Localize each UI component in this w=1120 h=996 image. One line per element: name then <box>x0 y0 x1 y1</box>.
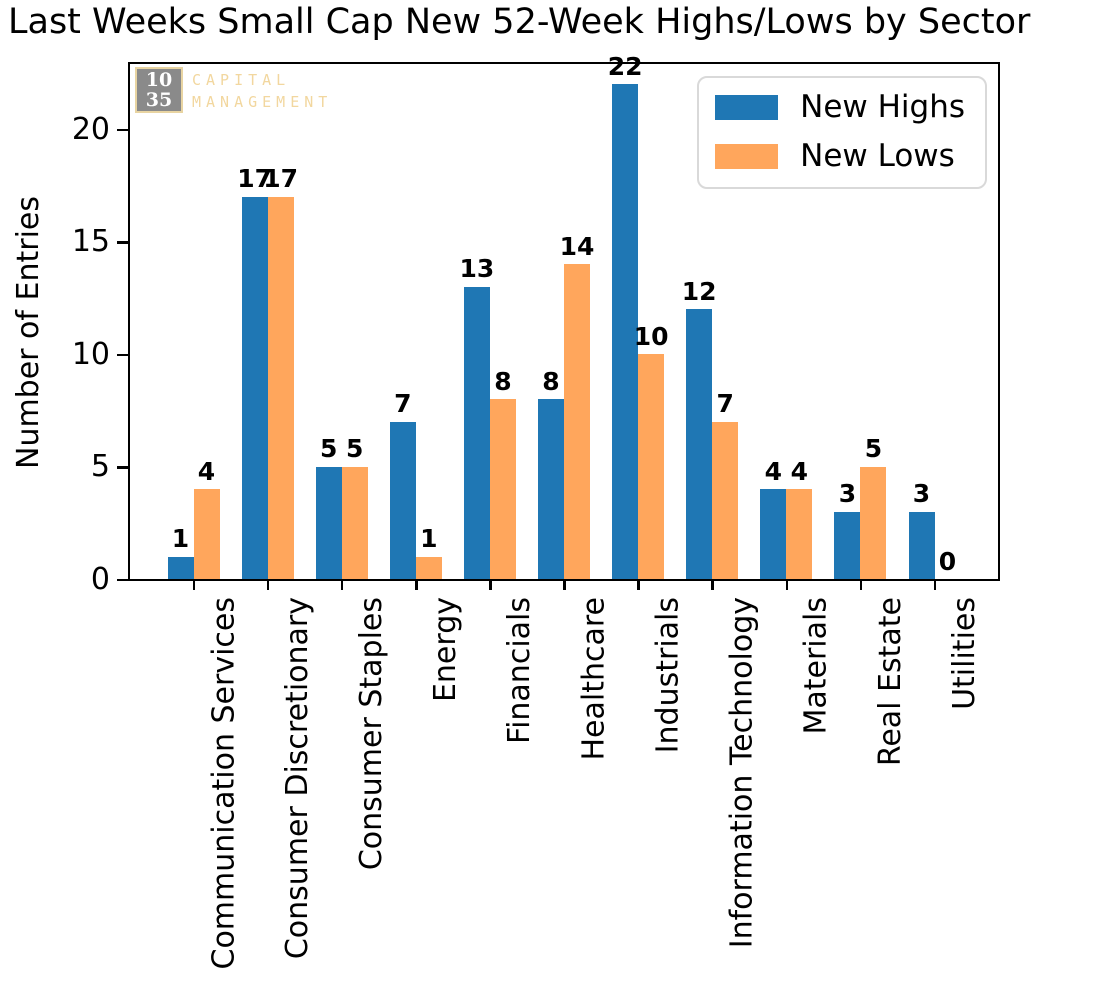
bar-new-lows-9 <box>860 466 887 579</box>
legend-swatch-new-lows <box>715 143 779 169</box>
bar-value-label-highs-6: 22 <box>607 51 643 81</box>
x-tick-label-3: Energy <box>428 597 464 703</box>
bar-new-highs-1 <box>241 196 268 579</box>
bar-new-highs-4 <box>463 286 490 579</box>
bar-value-label-lows-0: 4 <box>197 456 216 486</box>
x-tick-label-4: Financials <box>502 597 538 744</box>
bar-value-label-highs-5: 8 <box>542 366 560 396</box>
bar-new-lows-6 <box>638 354 665 579</box>
logo-word-management: MANAGEMENT <box>192 93 333 111</box>
logo-wordmark: CAPITAL MANAGEMENT <box>192 67 332 113</box>
bar-new-highs-9 <box>834 511 861 579</box>
bar-new-highs-6 <box>612 84 639 579</box>
logo-number-bottom: 35 <box>145 89 173 111</box>
x-tick-label-9: Real Estate <box>872 597 908 767</box>
bar-value-label-lows-8: 4 <box>790 456 808 486</box>
x-tick-label-8: Materials <box>798 597 834 735</box>
bar-new-highs-5 <box>538 399 564 579</box>
bar-value-label-highs-4: 13 <box>459 254 495 284</box>
bar-new-lows-2 <box>341 466 368 579</box>
bar-value-label-highs-7: 12 <box>681 276 717 306</box>
bar-value-label-highs-3: 7 <box>394 389 412 419</box>
plot-area: 10 35 CAPITAL MANAGEMENT 1 4 17 17 5 5 7 1 13 8 8 1… <box>128 53 1000 581</box>
y-tick-label-10: 10 <box>71 336 110 372</box>
y-tick-mark-5 <box>117 466 128 469</box>
x-tick-mark-4 <box>489 581 492 590</box>
x-tick-label-7: Information Technology <box>724 597 760 949</box>
bar-value-label-highs-0: 1 <box>171 524 190 554</box>
legend-label-new-highs: New Highs <box>800 89 965 125</box>
legend: New Highs New Lows <box>697 76 987 189</box>
legend-label-new-lows: New Lows <box>800 138 955 174</box>
capital-management-logo: 10 35 CAPITAL MANAGEMENT <box>135 67 332 113</box>
bar-value-label-lows-5: 14 <box>559 231 595 261</box>
y-tick-label-5: 5 <box>90 449 110 485</box>
bars-layer: 1 4 17 17 5 5 7 1 13 8 8 14 22 10 12 7 4 4 3 5 3 0 <box>130 53 998 579</box>
bar-new-lows-8 <box>786 489 813 579</box>
bar-value-label-lows-3: 1 <box>420 524 438 554</box>
x-tick-mark-10 <box>933 581 937 590</box>
bar-new-lows-4 <box>489 399 516 579</box>
x-tick-label-0: Communication Services <box>206 597 241 970</box>
legend-item-new-highs: New Highs <box>715 90 965 124</box>
bar-value-label-lows-1: 17 <box>263 164 298 194</box>
bar-value-label-lows-6: 10 <box>633 321 669 351</box>
bar-value-label-lows-10: 0 <box>938 546 957 576</box>
x-tick-label-10: Utilities <box>947 597 982 710</box>
bar-new-lows-3 <box>415 556 442 579</box>
bar-new-lows-7 <box>712 421 739 579</box>
legend-item-new-lows: New Lows <box>715 139 965 173</box>
y-tick-label-20: 20 <box>71 111 110 147</box>
x-tick-mark-7 <box>711 581 714 590</box>
bar-value-label-highs-9: 3 <box>838 479 857 509</box>
bar-value-label-lows-2: 5 <box>345 434 364 464</box>
bar-new-highs-0 <box>167 556 194 579</box>
bar-new-highs-7 <box>686 309 713 579</box>
x-tick-mark-3 <box>415 581 418 590</box>
bar-value-label-highs-1: 17 <box>237 164 272 194</box>
x-tick-mark-0 <box>192 581 196 590</box>
bar-value-label-lows-7: 7 <box>716 389 734 419</box>
x-tick-label-1: Consumer Discretionary <box>280 597 316 960</box>
logo-number-top: 10 <box>145 69 173 91</box>
y-tick-label-0: 0 <box>90 561 110 597</box>
x-tick-mark-2 <box>340 581 344 590</box>
bar-value-label-lows-9: 5 <box>864 434 883 464</box>
y-tick-mark-0 <box>117 578 128 581</box>
y-tick-mark-10 <box>117 353 128 356</box>
bar-new-lows-5 <box>564 264 590 579</box>
bar-new-lows-1 <box>267 196 294 579</box>
x-tick-mark-8 <box>785 581 789 590</box>
x-tick-label-2: Consumer Staples <box>354 597 390 871</box>
chart-title: Last Weeks Small Cap New 52-Week Highs/L… <box>8 2 1031 42</box>
legend-swatch-new-highs <box>715 94 779 120</box>
bar-new-highs-8 <box>760 489 787 579</box>
bar-value-label-highs-8: 4 <box>764 456 782 486</box>
bar-new-highs-2 <box>315 466 342 579</box>
bar-value-label-highs-10: 3 <box>912 479 931 509</box>
x-tick-mark-9 <box>859 581 863 590</box>
x-tick-mark-5 <box>563 581 566 590</box>
x-tick-mark-6 <box>637 581 640 590</box>
y-tick-mark-15 <box>117 241 128 244</box>
bar-new-highs-10 <box>908 511 935 579</box>
x-tick-label-5: Healthcare <box>576 597 612 761</box>
x-tick-label-6: Industrials <box>650 597 686 754</box>
y-tick-mark-20 <box>117 128 128 131</box>
bar-new-lows-0 <box>193 489 220 579</box>
bar-new-highs-3 <box>389 421 416 579</box>
bar-value-label-highs-2: 5 <box>319 434 338 464</box>
logo-1035-badge: 10 35 <box>135 67 183 113</box>
y-tick-label-15: 15 <box>71 224 110 260</box>
logo-word-capital: CAPITAL <box>192 71 291 89</box>
bar-value-label-lows-4: 8 <box>494 366 512 396</box>
x-tick-mark-1 <box>266 581 270 590</box>
